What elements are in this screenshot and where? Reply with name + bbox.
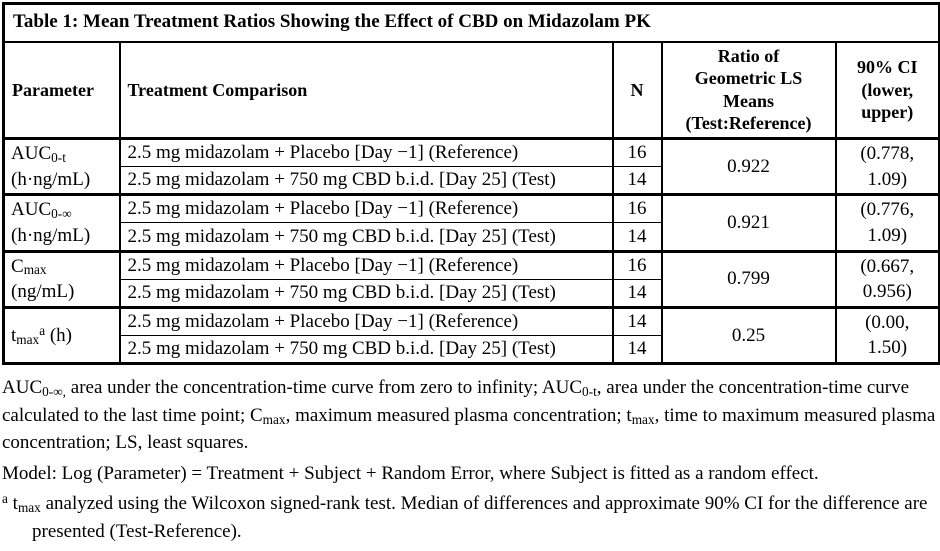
- n-cell: 14: [612, 305, 663, 336]
- parameter-cell: AUC0-∞ (h·ng/mL): [3, 193, 121, 252]
- footnote-model: Model: Log (Parameter) = Treatment + Sub…: [2, 462, 819, 484]
- footnotes-section: AUC0-∞, area under the concentration-tim…: [2, 374, 938, 545]
- title-row: Table 1: Mean Treatment Ratios Showing t…: [3, 3, 940, 43]
- parameter-cell: AUC0-t (h·ng/mL): [3, 136, 121, 195]
- n-cell: 14: [612, 166, 663, 195]
- n-cell: 14: [612, 334, 663, 364]
- parameter-cell: Cmax (ng/mL): [3, 249, 121, 308]
- table-row-test: 2.5 mg midazolam + 750 mg CBD b.i.d. [Da…: [4, 166, 940, 195]
- treatment-cell: 2.5 mg midazolam + Placebo [Day −1] (Ref…: [119, 305, 614, 336]
- n-cell: 14: [612, 278, 663, 308]
- treatment-cell: 2.5 mg midazolam + 750 mg CBD b.i.d. [Da…: [119, 334, 614, 364]
- table-row-reference: AUC0-t (h·ng/mL) 2.5 mg midazolam + Place…: [3, 136, 940, 195]
- col-header-treatment: Treatment Comparison: [119, 41, 614, 140]
- table-row-reference: Cmax (ng/mL) 2.5 mg midazolam + Placebo […: [3, 249, 940, 308]
- table-row-reference: AUC0-∞ (h·ng/mL) 2.5 mg midazolam + Place…: [3, 193, 940, 252]
- footnote-tmax-method: a tmax analyzed using the Wilcoxon signe…: [2, 491, 928, 542]
- parameter-cell: tmaxa (h): [3, 305, 121, 364]
- treatment-cell: 2.5 mg midazolam + Placebo [Day −1] (Ref…: [119, 193, 614, 223]
- col-header-parameter: Parameter: [3, 41, 121, 140]
- ratio-cell: 0.922: [661, 136, 837, 195]
- table-row-reference: tmaxa (h) 2.5 mg midazolam + Placebo [Da…: [3, 305, 940, 364]
- treatment-cell: 2.5 mg midazolam + 750 mg CBD b.i.d. [Da…: [119, 166, 614, 195]
- ratio-cell: 0.921: [661, 193, 837, 252]
- table-row-test: 2.5 mg midazolam + 750 mg CBD b.i.d. [Da…: [4, 334, 940, 364]
- table-row-test: 2.5 mg midazolam + 750 mg CBD b.i.d. [Da…: [4, 222, 940, 252]
- col-header-n: N: [612, 41, 663, 140]
- treatment-cell: 2.5 mg midazolam + 750 mg CBD b.i.d. [Da…: [119, 222, 614, 252]
- ci-cell: (0.667, 0.956): [835, 249, 940, 308]
- ci-cell: (0.00, 1.50): [835, 305, 940, 364]
- ratio-cell: 0.799: [661, 249, 837, 308]
- table-row-test: 2.5 mg midazolam + 750 mg CBD b.i.d. [Da…: [4, 278, 940, 308]
- n-cell: 14: [612, 222, 663, 252]
- n-cell: 16: [612, 193, 663, 223]
- treatment-cell: 2.5 mg midazolam + Placebo [Day −1] (Ref…: [119, 249, 614, 280]
- ratio-cell: 0.25: [661, 305, 837, 364]
- ci-cell: (0.776, 1.09): [835, 193, 940, 252]
- ci-cell: (0.778, 1.09): [835, 136, 940, 195]
- col-header-ratio: Ratio of Geometric LS Means (Test:Reference…: [661, 41, 837, 140]
- treatment-cell: 2.5 mg midazolam + Placebo [Day −1] (Ref…: [119, 136, 614, 167]
- col-header-ci: 90% CI (lower, upper): [835, 41, 940, 140]
- header-row: Parameter Treatment Comparison N Ratio o…: [3, 41, 940, 140]
- footnote-abbreviations: AUC0-∞, area under the concentration-tim…: [2, 377, 936, 454]
- n-cell: 16: [612, 249, 663, 280]
- pk-summary-table: Table 1: Mean Treatment Ratios Showing t…: [2, 2, 940, 366]
- n-cell: 16: [612, 136, 663, 167]
- table-title: Table 1: Mean Treatment Ratios Showing t…: [3, 3, 940, 43]
- treatment-cell: 2.5 mg midazolam + 750 mg CBD b.i.d. [Da…: [119, 278, 614, 308]
